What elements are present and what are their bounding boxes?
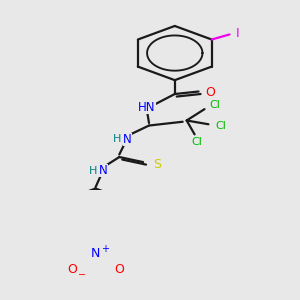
- Text: H: H: [89, 166, 98, 176]
- Text: S: S: [153, 158, 161, 171]
- Text: Cl: Cl: [215, 121, 226, 130]
- Text: O: O: [67, 263, 77, 276]
- Text: +: +: [101, 244, 110, 254]
- Text: N: N: [123, 133, 132, 146]
- Text: H: H: [113, 134, 122, 144]
- Text: N: N: [99, 164, 108, 177]
- Text: HN: HN: [138, 101, 156, 114]
- Text: Cl: Cl: [209, 100, 220, 110]
- Text: −: −: [78, 270, 86, 280]
- Text: I: I: [236, 27, 239, 40]
- Text: O: O: [206, 86, 215, 99]
- Text: N: N: [91, 247, 100, 260]
- Text: Cl: Cl: [191, 137, 202, 147]
- Text: O: O: [114, 263, 124, 276]
